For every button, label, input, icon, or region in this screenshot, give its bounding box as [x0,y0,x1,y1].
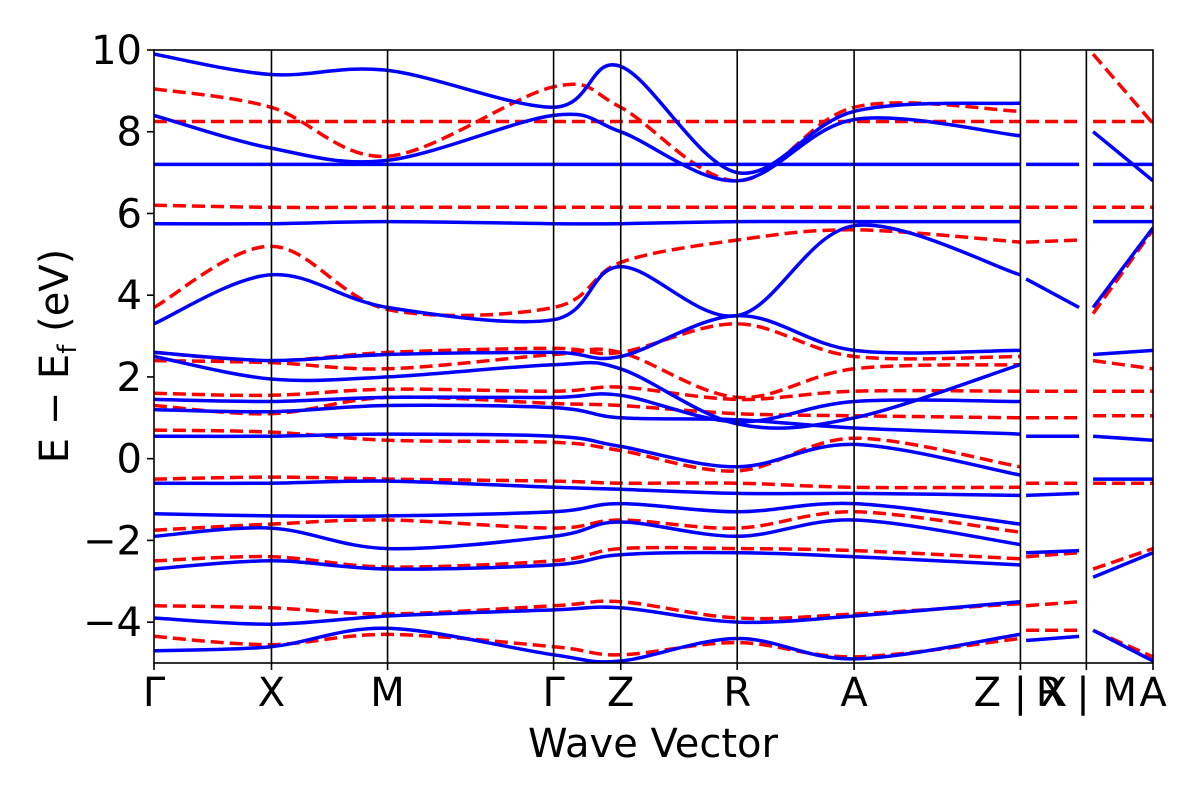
band-dashed-10 [154,228,1021,318]
x-tick-label-0: Γ [143,670,166,716]
x-tick-label-6: A [840,670,868,716]
x-tick-label-1: X [258,670,285,716]
band-solid-14 [154,112,1021,183]
band-dashed-28 [1092,358,1153,371]
band-solid-25 [1092,434,1153,443]
band-solid-5 [154,479,1021,498]
y-axis-label: E − Ef (eV) [32,249,83,464]
band-solid-0 [154,626,1021,663]
y-axis-label-main: E − E [32,354,78,464]
band-solid-11 [154,223,1021,326]
band-dashed-7 [154,385,1021,402]
band-solid-15 [154,52,1021,175]
y-tick-label-0: −4 [83,600,142,646]
band-solid-26 [1092,348,1153,357]
band-solid-12 [154,219,1021,226]
y-tick-label-2: 0 [117,437,142,483]
band-solid-3 [154,518,1021,551]
band-dashed-32 [1091,52,1153,125]
band-solid-27 [1091,226,1153,309]
x-tick-label-9: A [1139,670,1167,716]
y-tick-label-4: 4 [117,273,142,319]
band-solid-18 [1026,491,1080,498]
y-tick-label-1: −2 [83,518,142,564]
y-axis-label-subscript: f [53,344,83,354]
band-dashed-1 [154,599,1021,621]
band-dashed-16 [1025,550,1080,559]
band-solid-1 [154,599,1021,626]
kpath-lines [270,50,1088,663]
band-solid-17 [1026,548,1080,555]
x-axis-label: Wave Vector [528,721,779,767]
band-solid-30 [1091,130,1153,183]
band-solid-20 [1025,277,1080,310]
plot-frame [153,49,1154,664]
band-dashed-13 [154,82,1021,183]
y-tick-label-7: 10 [91,28,142,74]
band-solid-23 [1092,551,1153,579]
y-tick-label-5: 6 [117,191,142,237]
x-tick-label-2: M [370,670,405,716]
band-dashed-15 [1025,599,1080,608]
band-dashed-6 [154,395,1021,420]
x-tick-label-5: R [723,670,751,716]
band-dashed-24 [1092,546,1153,571]
bands-layer [154,52,1153,663]
band-solid-2 [154,550,1021,571]
y-axis-label-unit: (eV) [32,249,78,345]
band-solid-22 [1092,628,1153,663]
band-solid-10 [154,313,1021,363]
x-tick-label-7: Z | X [974,670,1068,716]
y-axis-ticks: −4 −2 0 2 4 6 8 10 [83,28,154,646]
y-tick-label-6: 8 [117,110,142,156]
band-dashed-2 [154,545,1021,569]
band-dashed-20 [1026,238,1080,244]
x-tick-label-3: Γ [542,670,565,716]
x-tick-label-4: Z [607,670,634,716]
band-dashed-11 [154,203,1021,210]
x-tick-label-8: R | M [1036,670,1137,716]
y-tick-label-3: 2 [117,355,142,401]
band-solid-16 [1025,634,1080,643]
band-solid-4 [154,501,1021,526]
